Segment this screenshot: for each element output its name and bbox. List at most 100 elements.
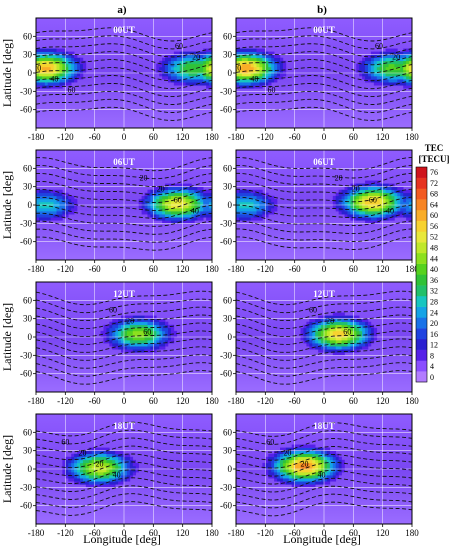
heatmap-cell bbox=[74, 475, 78, 479]
heatmap-cell bbox=[341, 337, 345, 341]
heatmap-cell bbox=[265, 462, 269, 467]
heatmap-cell bbox=[165, 330, 169, 335]
heatmap-cell bbox=[332, 205, 337, 209]
heatmap-cell bbox=[247, 211, 251, 215]
heatmap-cell bbox=[356, 208, 360, 212]
heatmap-cell bbox=[338, 321, 342, 326]
heatmap-cell bbox=[126, 478, 131, 482]
heatmap-cell bbox=[194, 211, 198, 215]
heatmap-cell bbox=[236, 66, 240, 71]
x-tick-label: -120 bbox=[257, 132, 274, 142]
heatmap-cell bbox=[341, 318, 345, 323]
heatmap-cell bbox=[300, 481, 304, 485]
contour-line bbox=[236, 298, 412, 314]
heatmap-cell bbox=[368, 54, 372, 59]
heatmap-cell bbox=[80, 57, 84, 62]
heatmap-cell bbox=[265, 469, 269, 473]
heatmap-cell bbox=[247, 201, 251, 206]
heatmap-cell bbox=[156, 337, 160, 341]
heatmap-cell bbox=[65, 469, 69, 473]
heatmap-cell bbox=[376, 51, 381, 55]
heatmap-cell bbox=[74, 63, 78, 68]
heatmap-cell bbox=[173, 60, 178, 65]
heatmap-cell bbox=[271, 198, 275, 203]
heatmap-cell bbox=[362, 217, 366, 221]
heatmap-cell bbox=[388, 82, 392, 86]
heatmap-cell bbox=[321, 472, 325, 476]
heatmap-cell bbox=[309, 475, 313, 479]
heatmap-cell bbox=[103, 447, 107, 451]
heatmap-cell bbox=[191, 73, 195, 77]
heatmap-cell bbox=[185, 220, 189, 224]
heatmap-cell bbox=[365, 73, 369, 77]
heatmap-cell bbox=[209, 54, 212, 59]
heatmap-cell bbox=[341, 211, 345, 215]
heatmap-cell bbox=[147, 211, 151, 215]
heatmap-cell bbox=[115, 469, 119, 473]
heatmap-cell bbox=[150, 214, 154, 218]
heatmap-cell bbox=[303, 472, 307, 476]
heatmap-cell bbox=[391, 205, 395, 209]
heatmap-cell bbox=[209, 208, 212, 212]
heatmap-cell bbox=[135, 324, 139, 329]
contour-label: 40 bbox=[50, 75, 58, 84]
heatmap-cell bbox=[147, 214, 151, 218]
heatmap-cell bbox=[271, 208, 275, 212]
heatmap-cell bbox=[344, 315, 348, 319]
heatmap-cell bbox=[350, 337, 354, 341]
heatmap-cell bbox=[250, 76, 254, 80]
heatmap-cell bbox=[41, 79, 46, 83]
heatmap-cell bbox=[277, 465, 281, 470]
heatmap-cell bbox=[271, 459, 275, 464]
heatmap-cell bbox=[362, 69, 366, 74]
heatmap-cell bbox=[332, 475, 337, 479]
heatmap-cell bbox=[176, 211, 181, 215]
heatmap-cell bbox=[77, 481, 81, 485]
heatmap-cell bbox=[268, 66, 272, 71]
heatmap-cell bbox=[112, 484, 116, 488]
heatmap-cell bbox=[347, 318, 351, 323]
x-tick-label: -60 bbox=[289, 264, 301, 274]
heatmap-cell bbox=[147, 205, 151, 209]
colorbar-tick-label: 40 bbox=[430, 265, 438, 274]
heatmap-cell bbox=[362, 76, 366, 80]
heatmap-cell bbox=[338, 340, 342, 344]
heatmap-cell bbox=[138, 340, 142, 344]
heatmap-cell bbox=[53, 198, 57, 203]
heatmap-cell bbox=[338, 330, 342, 335]
heatmap-cell bbox=[41, 51, 46, 55]
heatmap-cell bbox=[294, 450, 298, 455]
heatmap-cell bbox=[297, 465, 301, 470]
heatmap-cell bbox=[344, 321, 348, 326]
heatmap-cell bbox=[391, 186, 395, 191]
heatmap-cell bbox=[353, 330, 357, 335]
y-tick-label: 0 bbox=[28, 68, 33, 78]
heatmap-cell bbox=[209, 189, 212, 194]
heatmap-cell bbox=[265, 459, 269, 464]
heatmap-cell bbox=[68, 472, 72, 476]
heatmap-cell bbox=[344, 192, 348, 197]
heatmap-cell bbox=[50, 217, 54, 221]
heatmap-cell bbox=[179, 205, 183, 209]
contour-line bbox=[36, 106, 212, 121]
heatmap-cell bbox=[91, 478, 95, 482]
heatmap-cell bbox=[112, 340, 116, 344]
heatmap-cell bbox=[347, 205, 351, 209]
heatmap-cell bbox=[280, 475, 284, 479]
heatmap-cell bbox=[62, 201, 66, 206]
heatmap-cell bbox=[141, 315, 145, 319]
x-tick-label: 120 bbox=[176, 132, 190, 142]
heatmap-cell bbox=[341, 205, 345, 209]
contour-label: 20 bbox=[352, 185, 360, 194]
heatmap-cell bbox=[238, 73, 243, 77]
heatmap-cell bbox=[150, 343, 154, 347]
heatmap-cell bbox=[409, 57, 412, 62]
heatmap-cell bbox=[238, 195, 243, 200]
heatmap-cell bbox=[353, 340, 357, 344]
contour-line bbox=[236, 98, 412, 113]
heatmap-cell bbox=[368, 333, 372, 338]
column-label-b: b) bbox=[317, 4, 327, 16]
heatmap-cell bbox=[126, 472, 131, 476]
heatmap-cell bbox=[321, 465, 325, 470]
heatmap-cell bbox=[350, 217, 354, 221]
